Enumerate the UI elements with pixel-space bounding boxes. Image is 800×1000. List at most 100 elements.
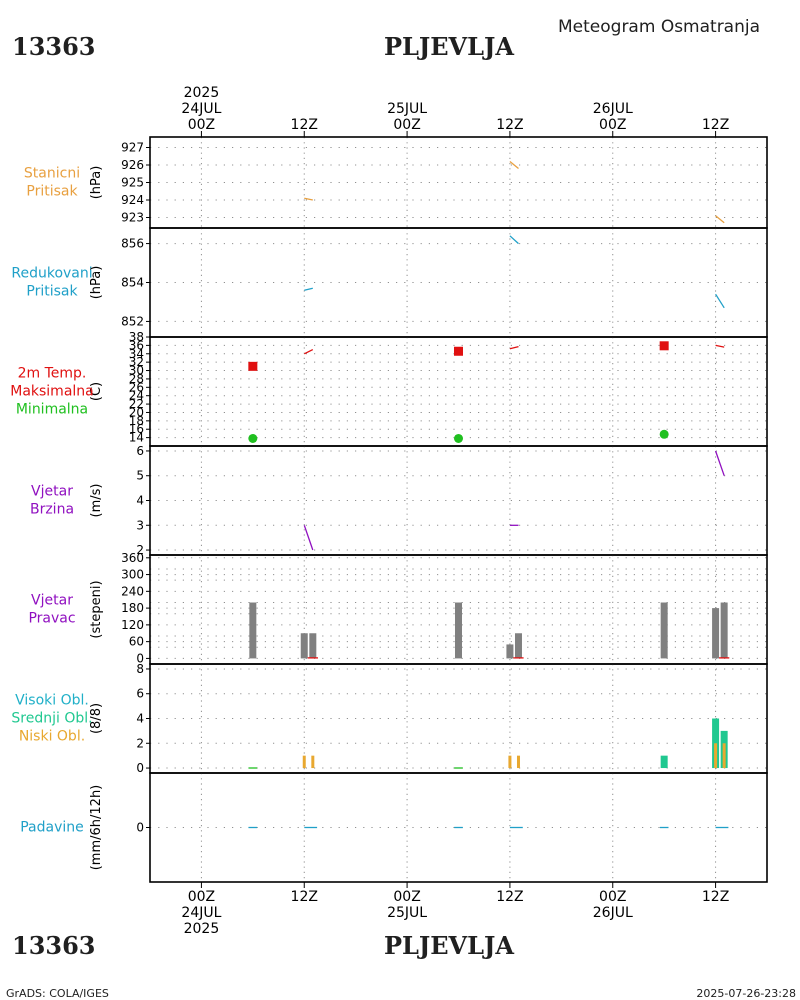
ytick-label-reduced-pressure: 854: [121, 276, 144, 290]
ytick-label-temperature: 18: [129, 414, 144, 428]
ytick-label-temperature: 32: [129, 355, 144, 369]
series-line-wind-speed: [714, 450, 725, 476]
series-line-station-pressure: [509, 160, 519, 170]
tmax-marker: [454, 346, 463, 356]
panel-frame-precipitation: [149, 772, 768, 883]
bar-thin-clouds: [302, 755, 306, 769]
station-name-top: PLJEVLJA: [384, 32, 514, 61]
panel-label-precipitation: Padavine: [20, 820, 84, 836]
panel-label-temperature: Minimalna: [16, 402, 88, 418]
panel-label-temperature: 2m Temp.: [18, 366, 87, 382]
panel-label-clouds: Srednji Obl.: [11, 711, 92, 727]
meteogram-title: Meteogram Osmatranja: [558, 17, 760, 37]
bar-wind-direction: [506, 644, 514, 659]
panel-label-wind-direction: Vjetar: [31, 593, 73, 609]
ytick-label-wind-direction: 180: [121, 601, 144, 615]
bar-wind-direction: [300, 633, 308, 659]
ytick-label-wind-speed: 4: [136, 494, 144, 508]
ytick-label-clouds: 2: [136, 736, 144, 750]
ytick-label-station-pressure: 923: [121, 211, 144, 225]
time-label-bottom: 25JUL: [387, 905, 427, 921]
ytick-label-wind-speed: 5: [136, 469, 144, 483]
unit-label-precipitation: (mm/6h/12h): [89, 785, 104, 871]
panel-wind-direction: 0 60 120 180 240 300 360 (stepeni) Vjetar Pravac: [28, 551, 768, 665]
panel-label-station-pressure: Pritisak: [26, 184, 78, 200]
ytick-label-clouds: 4: [136, 712, 144, 726]
bar-wind-direction: [720, 602, 728, 659]
panel-wind-speed: 2 3 4 5 6 (m/s) Vjetar Brzina: [30, 444, 768, 557]
tmin-marker: [248, 433, 258, 443]
ytick-label-temperature: 14: [129, 431, 144, 445]
ytick-label-wind-direction: 120: [121, 618, 144, 632]
panel-label-wind-speed: Brzina: [30, 502, 74, 518]
ytick-label-temperature: 16: [129, 422, 144, 436]
unit-label-clouds: (8/8): [89, 703, 104, 734]
panel-frame-station-pressure: [149, 136, 768, 229]
unit-label-station-pressure: (hPa): [89, 166, 104, 200]
ytick-label-wind-speed: 2: [136, 543, 144, 557]
ytick-label-wind-direction: 240: [121, 584, 144, 598]
bar-wind-direction: [660, 602, 668, 659]
series-line-temperature: [509, 345, 519, 350]
station-id-top: 13363: [12, 32, 96, 61]
ytick-label-temperature: 28: [129, 372, 144, 386]
ytick-label-temperature: 20: [129, 405, 144, 419]
time-label-top: 12Z: [702, 117, 729, 133]
ytick-label-clouds: 8: [136, 662, 144, 676]
panel-label-wind-direction: Pravac: [28, 611, 75, 627]
ytick-label-temperature: 24: [129, 389, 144, 403]
ytick-label-clouds: 0: [136, 761, 144, 775]
ytick-label-temperature: 26: [129, 380, 144, 394]
time-label-bottom: 12Z: [291, 889, 318, 905]
station-name-bottom: PLJEVLJA: [384, 931, 514, 960]
bar-thin-clouds: [508, 755, 512, 769]
series-line-reduced-pressure: [715, 293, 725, 309]
bar-wind-direction: [309, 633, 317, 659]
ytick-label-temperature: 30: [129, 364, 144, 378]
series-line-station-pressure: [304, 197, 313, 201]
ytick-label-station-pressure: 927: [121, 141, 144, 155]
bar-thin-clouds: [722, 743, 726, 769]
panel-label-station-pressure: Stanicni: [24, 166, 80, 182]
time-label-bottom: 00Z: [188, 889, 215, 905]
time-label-top: 12Z: [291, 117, 318, 133]
tmin-marker: [454, 433, 463, 443]
time-label-bottom: 12Z: [496, 889, 523, 905]
ytick-label-wind-direction: 360: [121, 551, 144, 565]
time-label-top: 24JUL: [181, 101, 221, 117]
plot-area: 923924925926927(hPa)StanicniPritisak8528…: [10, 85, 768, 937]
tmin-marker: [659, 429, 669, 439]
panel-frame-wind-speed: [149, 445, 768, 556]
ytick-label-station-pressure: 924: [121, 193, 144, 207]
time-label-top: 00Z: [188, 117, 215, 133]
panel-frame-reduced-pressure: [149, 227, 768, 338]
series-line-wind-speed: [303, 525, 314, 551]
ytick-label-temperature: 34: [129, 347, 144, 361]
tmax-marker: [248, 361, 258, 371]
panel-label-reduced-pressure: Pritisak: [26, 284, 78, 300]
series-line-station-pressure: [715, 215, 725, 224]
bar-clouds: [660, 755, 668, 769]
bar-thin-clouds: [516, 755, 520, 769]
ytick-label-wind-speed: 6: [136, 444, 144, 458]
unit-label-wind-direction: (stepeni): [89, 580, 104, 638]
panel-label-temperature: Maksimalna: [10, 384, 94, 400]
ytick-label-temperature: 22: [129, 397, 144, 411]
unit-label-wind-speed: (m/s): [89, 484, 104, 518]
time-label-top: 25JUL: [387, 101, 427, 117]
bar-wind-direction: [455, 602, 462, 659]
ytick-label-temperature: 38: [129, 330, 144, 344]
render-timestamp: 2025-07-26-23:28: [696, 987, 796, 1000]
bar-thin-clouds: [311, 755, 315, 769]
ytick-label-reduced-pressure: 852: [121, 314, 144, 328]
panel-reduced-pressure: 852 854 856 (hPa)Redukovani Pritisak: [11, 227, 768, 338]
series-line-reduced-pressure: [304, 287, 313, 291]
time-label-bottom: 00Z: [393, 889, 420, 905]
time-label-top: 00Z: [599, 117, 626, 133]
ytick-label-wind-direction: 300: [121, 568, 144, 582]
station-id-bottom: 13363: [12, 931, 96, 960]
time-label-top: 2025: [184, 85, 220, 101]
panel-station-pressure: 923 924 925 926 927 (hPa) Stanicni Pritisak: [24, 136, 768, 229]
panel-label-reduced-pressure: Redukovani: [11, 266, 92, 282]
series-line-temperature: [715, 344, 725, 348]
